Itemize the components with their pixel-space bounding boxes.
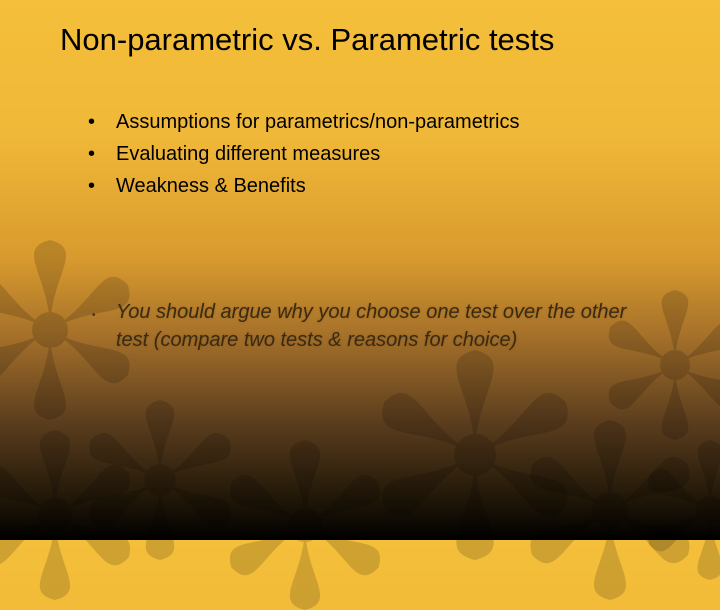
list-item: • Assumptions for parametrics/non-parame… <box>78 108 660 136</box>
flower-decoration-icon <box>80 400 240 560</box>
note-marker-icon: • <box>78 298 116 330</box>
bullet-list: • Assumptions for parametrics/non-parame… <box>78 108 660 204</box>
flower-decoration-icon <box>0 430 140 600</box>
bullet-marker-icon: • <box>78 108 116 136</box>
slide-note: • You should argue why you choose one te… <box>78 298 660 354</box>
flower-decoration-icon <box>520 420 700 600</box>
flower-decoration-icon <box>370 350 580 560</box>
slide-title: Non-parametric vs. Parametric tests <box>60 22 680 58</box>
note-text: You should argue why you choose one test… <box>116 298 660 354</box>
bullet-text: Weakness & Benefits <box>116 172 306 200</box>
flower-decoration-icon <box>220 440 390 610</box>
bullet-marker-icon: • <box>78 140 116 168</box>
bullet-marker-icon: • <box>78 172 116 200</box>
bullet-text: Assumptions for parametrics/non-parametr… <box>116 108 519 136</box>
bullet-text: Evaluating different measures <box>116 140 380 168</box>
list-item: • Weakness & Benefits <box>78 172 660 200</box>
list-item: • Evaluating different measures <box>78 140 660 168</box>
flower-decoration-icon <box>640 440 720 580</box>
